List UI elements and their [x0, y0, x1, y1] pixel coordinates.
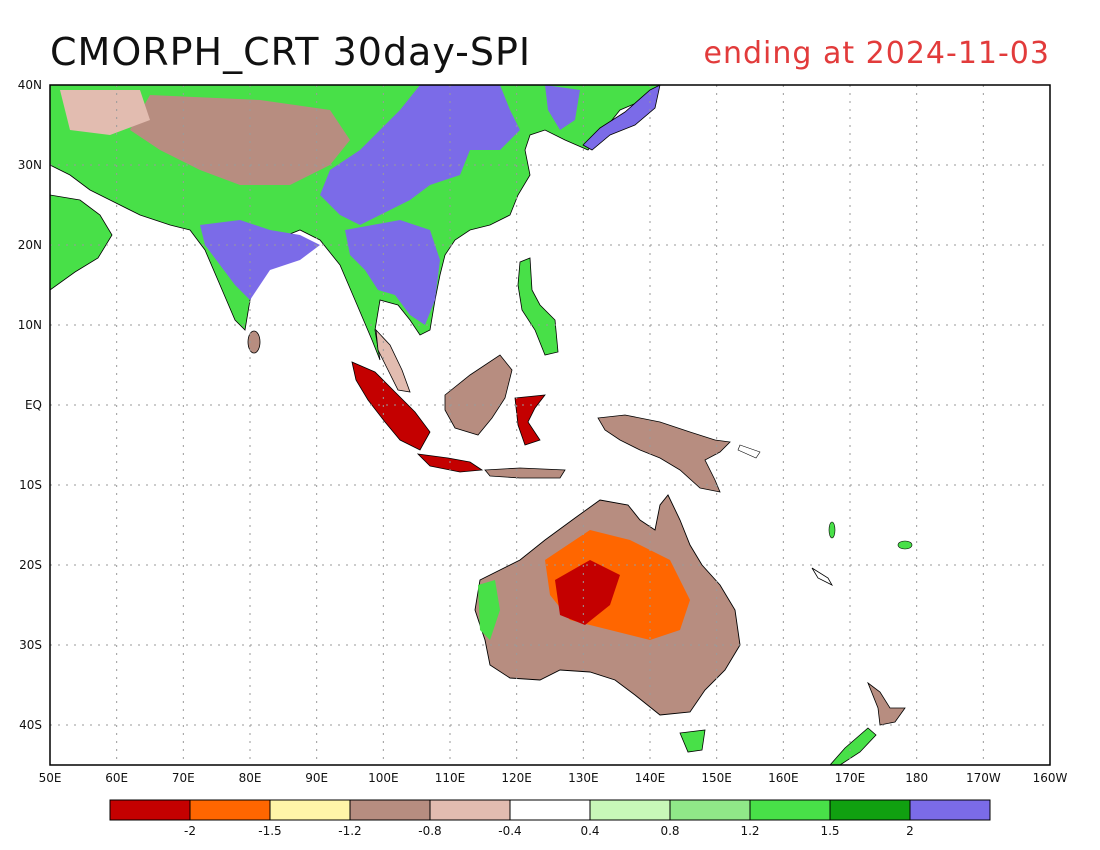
legend-label: -0.4: [498, 824, 521, 838]
legend-swatch: [189, 799, 271, 821]
legend-label: 1.5: [820, 824, 839, 838]
legend-label: 1.2: [740, 824, 759, 838]
lon-label: 170W: [966, 771, 1001, 785]
lon-label: 100E: [368, 771, 399, 785]
lon-label: 160E: [768, 771, 799, 785]
legend-swatch: [589, 799, 671, 821]
legend-swatch: [349, 799, 431, 821]
longitude-labels: 50E 60E 70E 80E 90E 100E 110E 120E 130E 140E 150E 1…: [39, 771, 1068, 785]
legend-swatch: [749, 799, 831, 821]
map-layer: [50, 85, 913, 765]
lon-label: 60E: [105, 771, 128, 785]
legend-swatch: [429, 799, 511, 821]
lat-label: 40N: [18, 78, 42, 92]
solomon-islands: [737, 444, 761, 459]
borneo-landmass: [444, 354, 513, 436]
malay-peninsula: [375, 328, 411, 393]
legend-swatch: [829, 799, 911, 821]
lon-label: 90E: [305, 771, 328, 785]
lat-label: 30N: [18, 158, 42, 172]
map-frame: [49, 84, 1051, 766]
map-subtitle-date: ending at 2024-11-03: [703, 36, 1050, 71]
legend-label: -1.5: [258, 824, 281, 838]
legend-label: -1.2: [338, 824, 361, 838]
lat-label: 20N: [18, 238, 42, 252]
lon-label: 120E: [501, 771, 532, 785]
lon-label: 140E: [635, 771, 666, 785]
sri-lanka: [247, 330, 261, 354]
legend-label: 2: [906, 824, 914, 838]
latitude-labels: 40N 30N 20N 10N EQ 10S 20S 30S 40S: [18, 78, 42, 732]
grid-lines: [50, 85, 1050, 765]
new-zealand-north: [867, 681, 906, 726]
vanuatu-islands: [828, 521, 836, 539]
australia-extreme-dry: [555, 560, 620, 625]
lon-label: 160W: [1033, 771, 1068, 785]
new-caledonia: [811, 567, 834, 586]
wet-area-china: [320, 85, 520, 225]
wet-area-india: [200, 220, 320, 300]
lat-label: 40S: [19, 718, 42, 732]
legend-swatch: [269, 799, 351, 821]
legend-swatch: [109, 799, 191, 821]
lon-label: 150E: [701, 771, 732, 785]
philippines-landmass: [517, 257, 559, 356]
japan-landmass: [582, 85, 661, 151]
legend-swatch: [909, 799, 991, 821]
wet-area-indochina: [345, 220, 440, 325]
lon-label: 110E: [435, 771, 466, 785]
legend-swatch: [509, 799, 591, 821]
sulawesi-landmass: [514, 394, 546, 446]
fiji-islands: [897, 540, 913, 550]
map-title: CMORPH_CRT 30day-SPI: [50, 30, 532, 74]
lon-label: 170E: [835, 771, 866, 785]
lat-label: EQ: [25, 398, 42, 412]
new-zealand-south: [829, 727, 877, 765]
wet-area-north: [545, 85, 580, 130]
tasmania-landmass: [679, 729, 706, 753]
legend-label: 0.8: [660, 824, 679, 838]
legend-label: -2: [184, 824, 196, 838]
legend-label: -0.8: [418, 824, 441, 838]
lat-label: 20S: [19, 558, 42, 572]
legend-label: 0.4: [580, 824, 599, 838]
lon-label: 70E: [172, 771, 195, 785]
lat-label: 10S: [19, 478, 42, 492]
lon-label: 80E: [239, 771, 262, 785]
lesser-sunda-landmass: [484, 467, 566, 479]
australia-wet-edge: [478, 580, 500, 640]
dry-area-central-asia: [60, 90, 150, 135]
lat-label: 10N: [18, 318, 42, 332]
lon-label: 50E: [39, 771, 62, 785]
legend-swatch: [669, 799, 751, 821]
dry-area-tibet: [130, 95, 350, 185]
sumatra-landmass: [351, 361, 431, 451]
lon-label: 180: [905, 771, 928, 785]
lat-label: 30S: [19, 638, 42, 652]
color-legend: -2 -1.5 -1.2 -0.8 -0.4 0.4 0.8 1.2 1.5 2: [109, 799, 991, 838]
new-guinea-landmass: [597, 414, 731, 493]
lon-label: 130E: [568, 771, 599, 785]
arabia-landmass: [50, 194, 113, 291]
